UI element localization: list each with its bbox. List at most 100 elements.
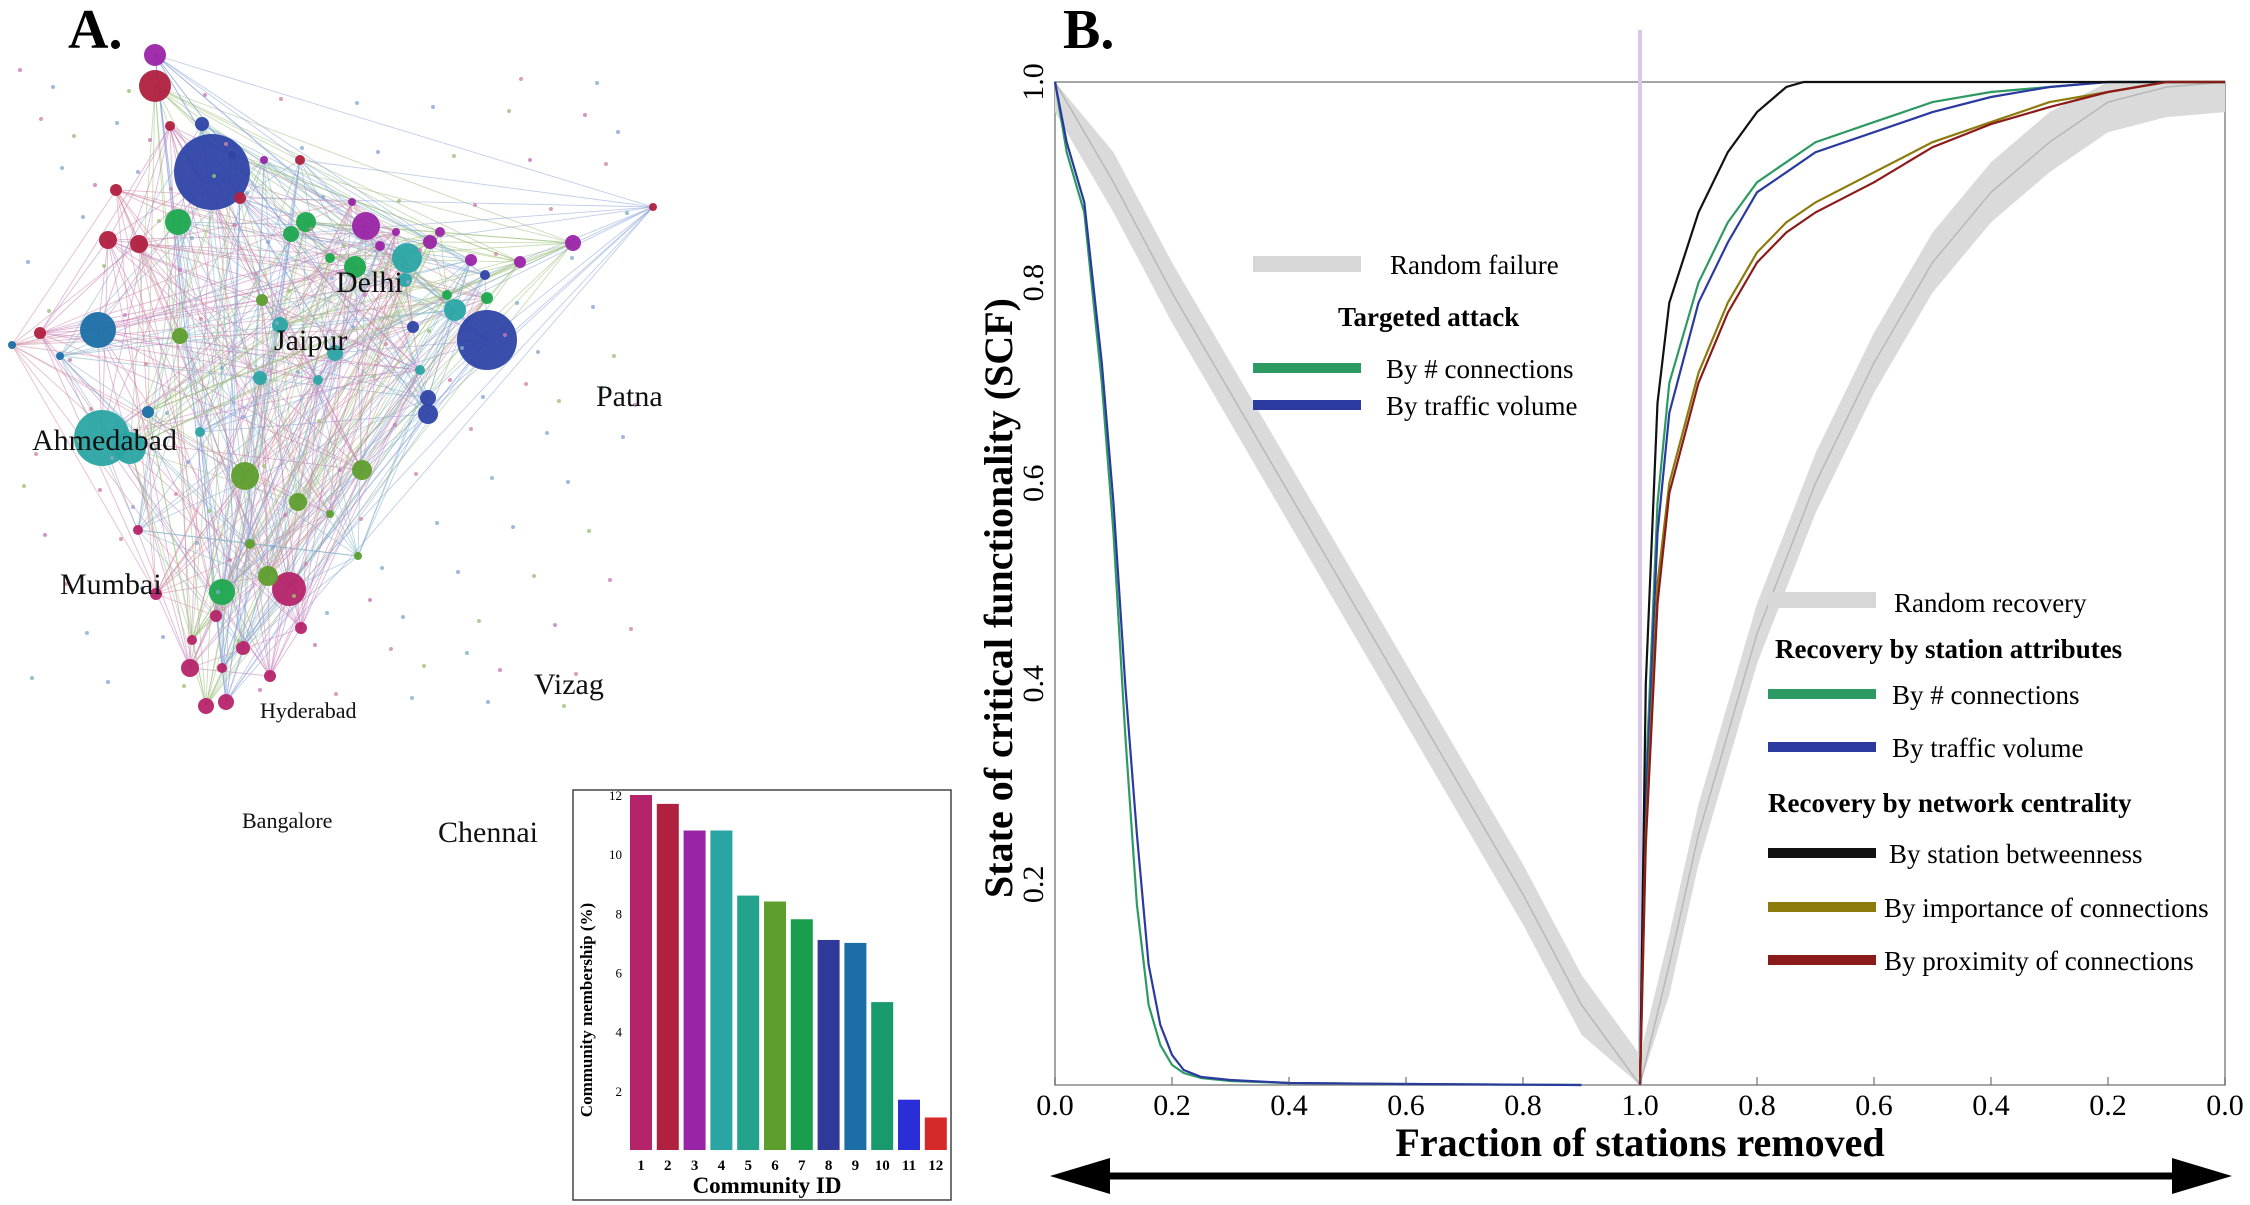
x-tick-label: 1.0 xyxy=(1621,1089,1659,1122)
network-node xyxy=(549,207,553,211)
network-node xyxy=(98,488,102,492)
network-node xyxy=(469,427,473,431)
network-node xyxy=(448,378,452,382)
inset-y-tick: 10 xyxy=(609,847,622,862)
network-node xyxy=(258,688,262,692)
network-node xyxy=(140,586,144,590)
network-node xyxy=(234,192,246,204)
inset-x-tick: 2 xyxy=(664,1158,672,1174)
network-node xyxy=(553,623,557,627)
y-axis-label: State of critical functionality (SCF) xyxy=(976,298,1021,898)
network-node xyxy=(423,235,437,249)
network-node xyxy=(304,562,308,566)
network-node xyxy=(528,158,532,162)
network-node xyxy=(325,253,335,263)
network-edge xyxy=(59,355,359,557)
network-node xyxy=(165,209,191,235)
network-node xyxy=(187,635,197,645)
city-label-bangalore: Bangalore xyxy=(242,808,332,833)
network-node xyxy=(266,240,270,244)
network-node xyxy=(348,198,356,206)
network-node xyxy=(457,310,517,370)
network-node xyxy=(256,294,268,306)
network-node xyxy=(562,704,566,708)
inset-x-tick: 11 xyxy=(902,1158,916,1174)
network-node xyxy=(608,578,612,582)
network-edge xyxy=(191,231,441,641)
network-edge xyxy=(290,206,654,235)
network-node xyxy=(621,435,625,439)
inset-bar xyxy=(924,1117,947,1150)
network-node xyxy=(51,85,55,89)
network-node xyxy=(115,121,119,125)
network-edge xyxy=(154,85,207,707)
network-edge xyxy=(107,239,356,268)
network-node xyxy=(397,199,401,203)
network-edge xyxy=(129,257,331,449)
network-edge xyxy=(97,231,397,331)
network-edge xyxy=(137,309,456,531)
network-node xyxy=(99,231,117,249)
legend-random-recovery-label: Random recovery xyxy=(1894,588,2087,618)
network-node xyxy=(34,327,46,339)
inset-y-tick: 6 xyxy=(616,966,623,981)
network-node xyxy=(283,226,299,242)
network-node xyxy=(616,130,620,134)
network-node xyxy=(56,352,64,360)
network-edge xyxy=(107,125,171,241)
x-tick-label: 0.0 xyxy=(1036,1089,1074,1122)
inset-x-tick: 9 xyxy=(852,1158,860,1174)
network-node xyxy=(309,227,313,231)
network-node xyxy=(110,456,114,460)
network-node xyxy=(144,44,166,66)
network-edge xyxy=(199,159,301,433)
network-node xyxy=(114,432,146,464)
network-node xyxy=(574,672,578,676)
network-node xyxy=(144,362,148,366)
network-node xyxy=(431,105,435,109)
inset-x-tick: 10 xyxy=(875,1158,890,1174)
network-node xyxy=(313,643,317,647)
inset-x-tick: 4 xyxy=(718,1158,726,1174)
network-node xyxy=(218,694,234,710)
x-tick-label: 0.6 xyxy=(1387,1089,1425,1122)
random-bands xyxy=(1054,81,2226,1086)
network-edge xyxy=(299,159,486,276)
network-node xyxy=(435,521,439,525)
network-node xyxy=(600,386,604,390)
network-edge xyxy=(115,189,157,595)
network-node xyxy=(511,525,515,529)
network-node xyxy=(595,81,599,85)
inset-y-tick: 12 xyxy=(609,788,622,803)
network-edge xyxy=(263,159,290,590)
network-node xyxy=(80,312,116,348)
network-edge xyxy=(300,369,421,629)
network-node xyxy=(228,151,236,159)
legend-rec-importance-label: By importance of connections xyxy=(1884,893,2209,923)
network-edge xyxy=(329,257,408,515)
network-node xyxy=(486,700,490,704)
network-node xyxy=(236,641,250,655)
network-node xyxy=(150,588,162,600)
network-graph xyxy=(8,44,657,714)
network-node xyxy=(209,579,235,605)
network-node xyxy=(228,558,232,562)
network-node xyxy=(22,484,26,488)
network-node xyxy=(401,615,405,619)
network-node xyxy=(272,317,288,333)
inset-y-ticks: 2 4 6 8 10 12 xyxy=(609,788,623,1099)
network-edge xyxy=(239,197,429,415)
network-node xyxy=(629,627,633,631)
network-edge xyxy=(155,326,414,595)
network-edge xyxy=(299,159,336,354)
network-edge xyxy=(288,309,456,590)
panel-b-letter: B. xyxy=(1063,0,1114,61)
network-node xyxy=(296,370,300,374)
network-node xyxy=(389,647,393,651)
network-edge xyxy=(129,447,299,503)
network-edge xyxy=(199,233,292,433)
network-edge xyxy=(154,54,301,161)
city-label-hyderabad: Hyderabad xyxy=(260,698,357,723)
network-node xyxy=(351,325,355,329)
